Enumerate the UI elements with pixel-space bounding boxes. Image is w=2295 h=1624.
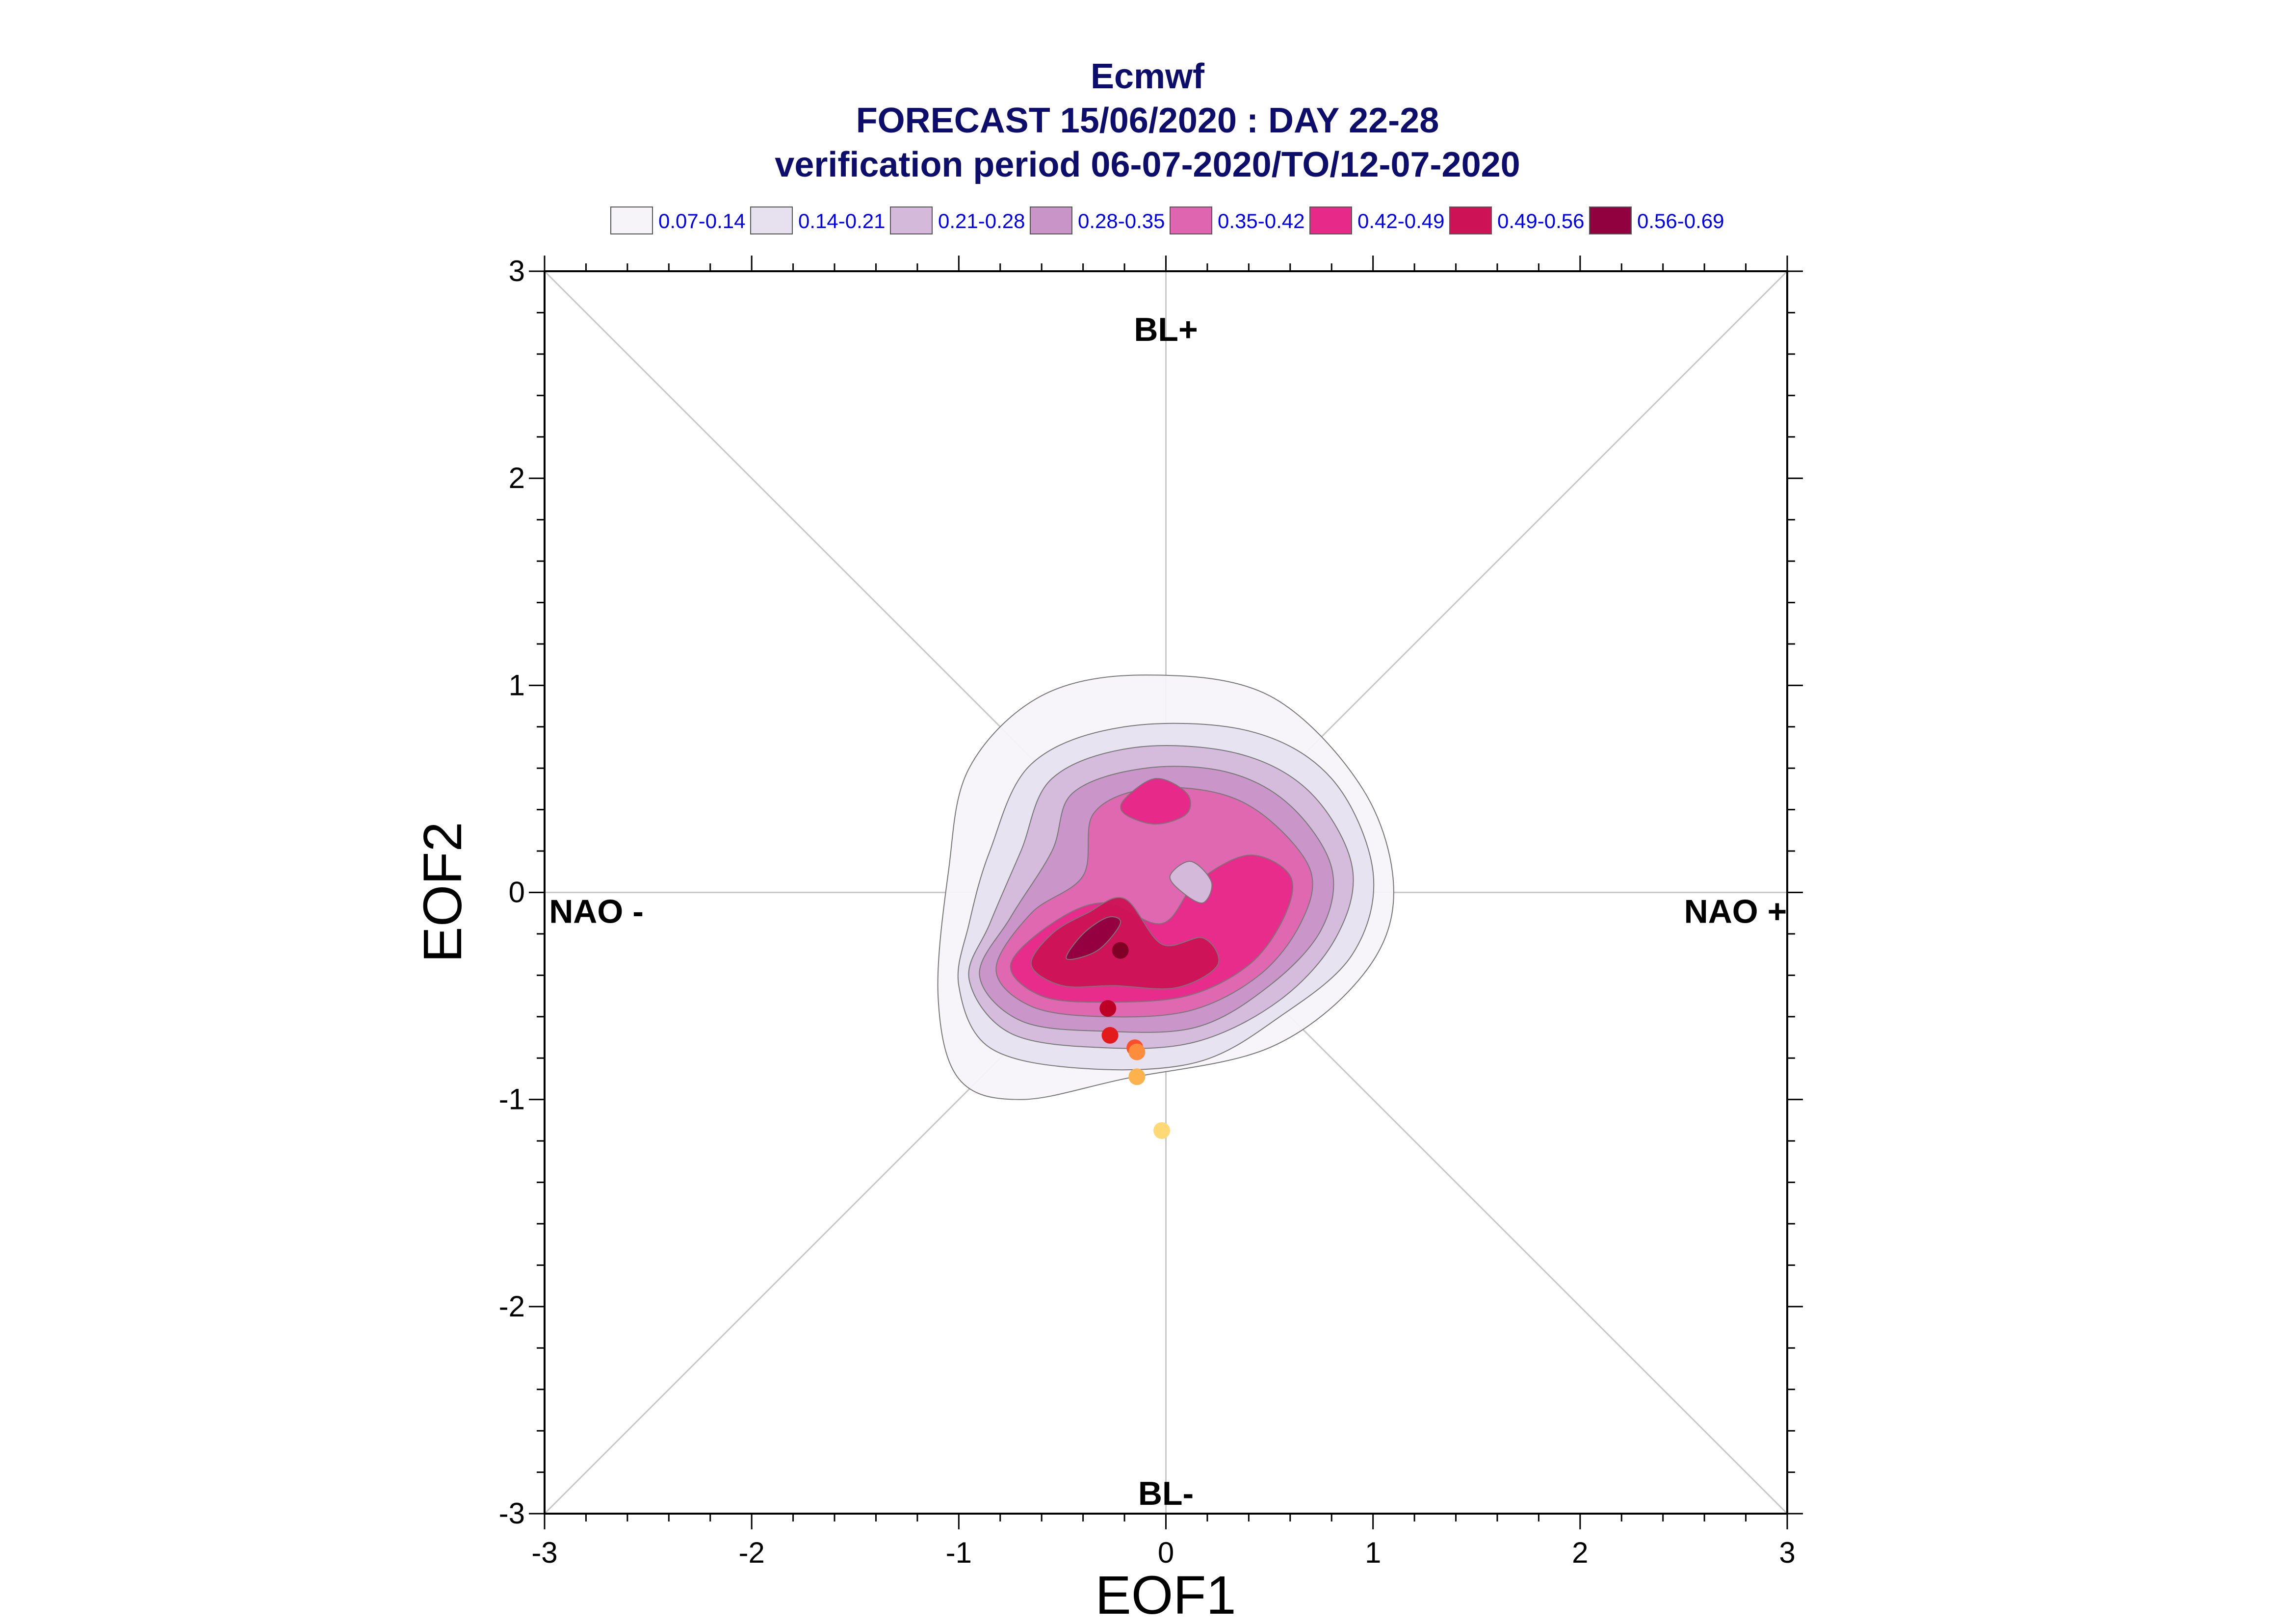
member-point-6 [1128,1068,1146,1085]
member-point-2 [1099,1000,1117,1017]
density-contour-8 [1066,916,1121,960]
member-point-5 [1128,1043,1146,1060]
legend-label-5: 0.35-0.42 [1218,209,1304,232]
x-axis-title: EOF1 [1095,1565,1236,1624]
legend-swatch-5 [1170,206,1212,234]
regime-label-bl-plus: BL+ [1134,311,1198,348]
title-line-1: Ecmwf [1091,57,1205,96]
x-tick-label: -3 [531,1536,557,1569]
member-point-3 [1101,1027,1119,1044]
x-tick-label: 2 [1572,1536,1588,1569]
axis-ticks [529,256,1803,1529]
legend-swatch-3 [890,206,933,234]
legend-swatch-2 [750,206,793,234]
y-tick-label: -3 [499,1497,525,1530]
legend-label-8: 0.56-0.69 [1637,209,1724,232]
member-point-1 [1112,942,1129,959]
y-tick-label: 3 [509,255,525,287]
x-tick-label: 0 [1158,1536,1174,1569]
legend-label-6: 0.42-0.49 [1357,209,1444,232]
x-tick-label: -1 [946,1536,972,1569]
legend-label-2: 0.14-0.21 [798,209,885,232]
plot-area: BL+ BL- NAO - NAO + -3 -2 -1 0 1 2 3 -3 -2 -1 0 1 2 3 [499,255,1803,1569]
legend: 0.07-0.14 0.14-0.21 0.21-0.28 0.28-0.35 0.35… [610,206,1724,234]
title-line-3: verification period 06-07-2020/TO/12-07-… [775,145,1520,184]
legend-label-7: 0.49-0.56 [1497,209,1584,232]
tick-labels: -3 -2 -1 0 1 2 3 -3 -2 -1 0 1 2 3 [499,255,1796,1569]
density-contour-7 [1030,897,1220,990]
legend-label-1: 0.07-0.14 [658,209,745,232]
density-peak-upper [1120,778,1191,825]
legend-swatch-1 [610,206,653,234]
regime-label-bl-minus: BL- [1138,1475,1194,1512]
regime-labels: BL+ BL- NAO - NAO + [549,311,1787,1512]
member-point-7 [1153,1122,1171,1139]
legend-label-4: 0.28-0.35 [1078,209,1165,232]
regime-label-nao-minus: NAO - [549,893,644,930]
y-tick-label: 1 [509,669,525,701]
title-line-2: FORECAST 15/06/2020 : DAY 22-28 [856,101,1439,140]
y-tick-label: -2 [499,1290,525,1323]
legend-swatch-7 [1449,206,1492,234]
regime-label-nao-plus: NAO + [1684,893,1787,930]
y-tick-label: 2 [509,462,525,494]
legend-swatch-4 [1030,206,1072,234]
chart-title: Ecmwf FORECAST 15/06/2020 : DAY 22-28 ve… [775,57,1520,184]
y-tick-label: -1 [499,1083,525,1116]
legend-swatch-6 [1309,206,1352,234]
y-tick-label: 0 [509,876,525,909]
y-axis-title: EOF2 [413,822,473,962]
legend-label-3: 0.21-0.28 [938,209,1025,232]
x-tick-label: 3 [1779,1536,1795,1569]
density-contours [937,674,1394,1100]
density-hole [1169,861,1213,904]
x-tick-label: 1 [1365,1536,1381,1569]
x-tick-label: -2 [738,1536,764,1569]
legend-swatch-8 [1589,206,1632,234]
member-points [1099,942,1171,1139]
